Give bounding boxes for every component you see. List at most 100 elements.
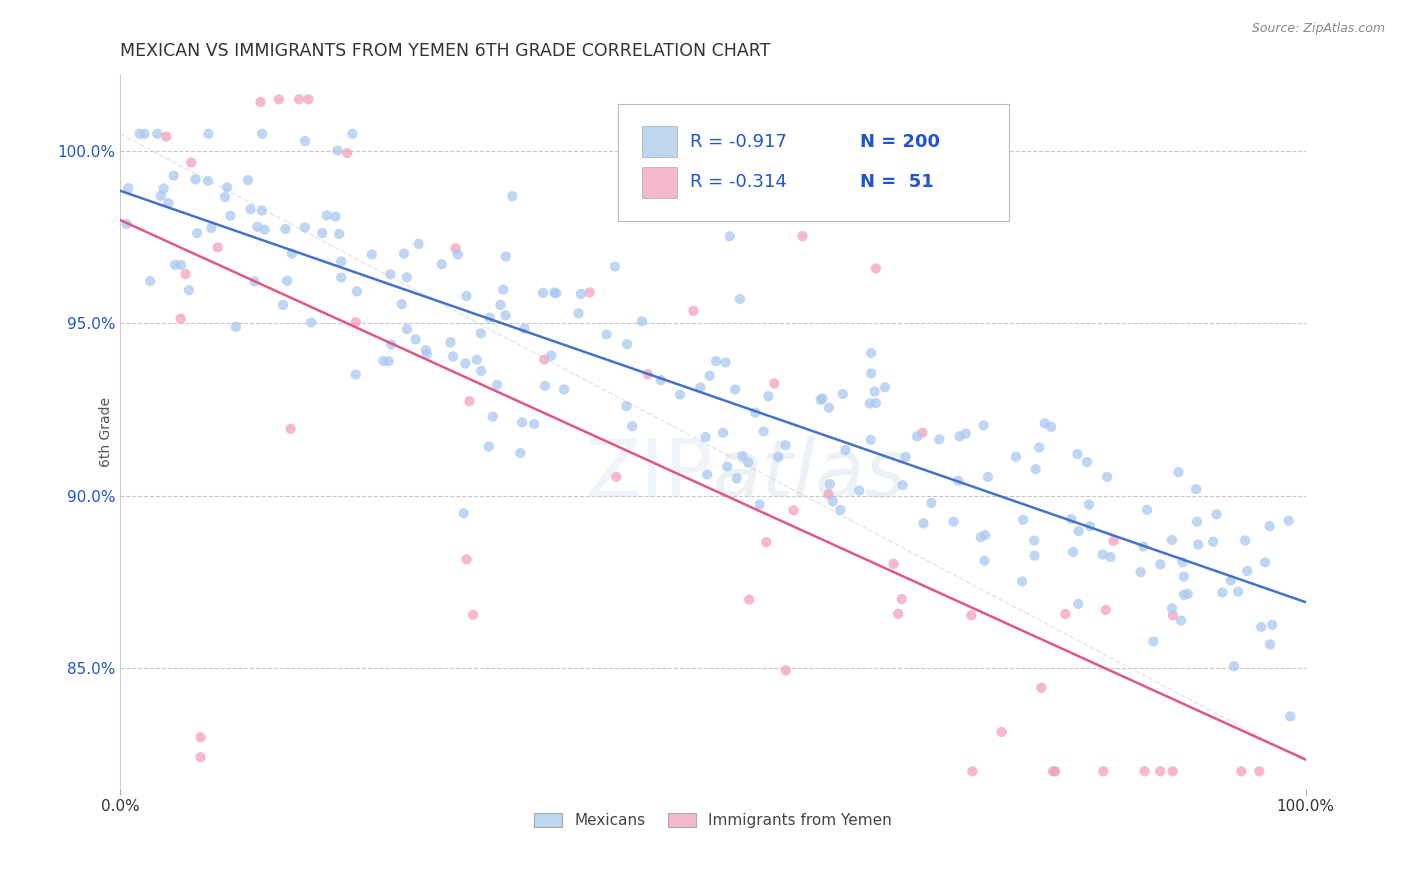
Point <box>1236 564 1258 578</box>
Point <box>501 189 523 203</box>
Text: R = -0.314: R = -0.314 <box>690 173 787 191</box>
Point <box>117 181 139 195</box>
Point <box>1091 548 1114 562</box>
Point <box>456 289 478 303</box>
Point <box>911 425 934 440</box>
Point <box>977 470 1000 484</box>
Point <box>704 354 727 368</box>
Point <box>848 483 870 498</box>
FancyBboxPatch shape <box>641 167 678 198</box>
Point <box>1129 565 1152 579</box>
Point <box>1161 608 1184 623</box>
Point <box>478 310 501 325</box>
FancyBboxPatch shape <box>619 103 1010 221</box>
Point <box>1177 587 1199 601</box>
Point <box>1254 555 1277 569</box>
Point <box>873 380 896 394</box>
Point <box>346 285 368 299</box>
Point <box>288 92 311 106</box>
Point <box>1187 537 1209 551</box>
Text: N = 200: N = 200 <box>860 133 941 151</box>
Point <box>246 219 269 234</box>
Point <box>453 506 475 520</box>
Point <box>810 392 832 407</box>
Point <box>311 226 333 240</box>
Point <box>170 311 193 326</box>
Point <box>650 373 672 387</box>
Point <box>1067 524 1090 538</box>
Point <box>249 95 271 109</box>
Point <box>1279 709 1302 723</box>
Point <box>1205 508 1227 522</box>
Point <box>970 530 993 544</box>
Point <box>391 297 413 311</box>
Point <box>395 270 418 285</box>
Point <box>405 332 427 346</box>
Point <box>486 377 509 392</box>
Point <box>509 446 531 460</box>
Point <box>949 429 972 443</box>
Point <box>1040 420 1063 434</box>
Point <box>905 429 928 443</box>
Point <box>510 416 533 430</box>
Point <box>197 127 219 141</box>
Point <box>755 535 778 549</box>
Point <box>344 368 367 382</box>
Point <box>756 389 779 403</box>
Point <box>1149 558 1171 572</box>
Point <box>578 285 600 300</box>
Point <box>336 146 359 161</box>
Point <box>1067 597 1090 611</box>
Point <box>737 455 759 469</box>
Point <box>149 189 172 203</box>
Point <box>540 349 562 363</box>
Point <box>834 443 856 458</box>
Point <box>330 270 353 285</box>
Point <box>1031 681 1053 695</box>
Point <box>408 236 430 251</box>
Point <box>738 592 761 607</box>
Point <box>330 254 353 268</box>
Point <box>444 242 467 256</box>
Point <box>711 425 734 440</box>
Point <box>115 217 138 231</box>
Point <box>478 440 501 454</box>
Point <box>775 663 797 677</box>
Point <box>186 226 208 240</box>
Point <box>616 337 638 351</box>
Text: N =  51: N = 51 <box>860 173 934 191</box>
Point <box>165 258 187 272</box>
Point <box>955 426 977 441</box>
Point <box>461 607 484 622</box>
Point <box>152 181 174 195</box>
Point <box>190 730 212 744</box>
Point <box>1011 574 1033 589</box>
Point <box>1133 764 1156 779</box>
Point <box>818 401 841 415</box>
Point <box>1094 603 1116 617</box>
FancyBboxPatch shape <box>641 126 678 157</box>
Text: MEXICAN VS IMMIGRANTS FROM YEMEN 6TH GRADE CORRELATION CHART: MEXICAN VS IMMIGRANTS FROM YEMEN 6TH GRA… <box>120 42 770 60</box>
Point <box>1078 498 1101 512</box>
Point <box>377 354 399 368</box>
Point <box>859 396 882 410</box>
Point <box>1161 601 1184 615</box>
Point <box>197 174 219 188</box>
Point <box>523 417 546 431</box>
Point <box>1054 607 1077 621</box>
Point <box>225 319 247 334</box>
Point <box>456 552 478 566</box>
Point <box>177 283 200 297</box>
Point <box>454 356 477 370</box>
Point <box>883 557 905 571</box>
Point <box>631 314 654 328</box>
Point <box>725 471 748 485</box>
Point <box>180 155 202 169</box>
Point <box>1078 519 1101 533</box>
Point <box>1136 503 1159 517</box>
Point <box>569 287 592 301</box>
Text: Source: ZipAtlas.com: Source: ZipAtlas.com <box>1251 22 1385 36</box>
Text: R = -0.917: R = -0.917 <box>690 133 787 151</box>
Point <box>344 315 367 329</box>
Point <box>328 227 350 241</box>
